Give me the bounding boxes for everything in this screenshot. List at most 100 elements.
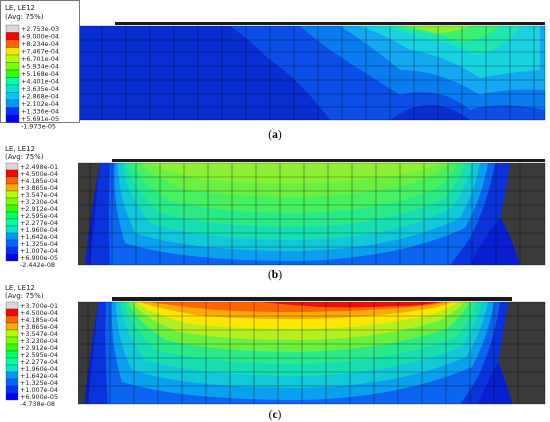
contour-plot-c [78,297,546,405]
legend-swatch [5,107,20,116]
rigid-plate-a [115,22,545,25]
legend-swatch [5,24,20,33]
legend-label: +1.960e-04 [20,226,58,234]
legend-swatch [5,39,20,48]
legend-label: +5.691e-05 [21,115,59,123]
legend-label: +1.007e-04 [20,386,58,394]
legend-label: +2.912e-04 [20,205,58,213]
legend-swatch [5,169,19,178]
mesh-grid-b [78,162,546,266]
legend-swatch [5,197,19,206]
legend-label: +3.230e-04 [20,198,58,206]
legend-label: -4.738e-08 [20,400,55,408]
legend-label: +1.325e-04 [20,379,58,387]
legend-label: +2.102e-04 [21,100,59,108]
legend-label: +2.595e-04 [20,351,58,359]
legend-a: LE, LE12 (Avg: 75%) +2.753e-03 +9.000e-0… [0,0,80,131]
legend-swatch [5,343,19,352]
legend-swatch [5,392,19,401]
legend-swatch [5,364,19,373]
legend-swatch [5,99,20,108]
legend-label: +4.500e-04 [20,309,58,317]
legend-label: +3.700e-01 [20,302,58,310]
contour-figure-b: LE, LE12 (Avg: 75%) +2.498e-01 +4.500e-0… [5,145,546,281]
legend-label: -2.442e-08 [20,261,55,269]
legend-swatch [5,204,19,213]
legend-title-c: LE, LE12 [5,284,35,292]
legend-label: +4.401e-04 [21,78,59,86]
legend-label: +4.185e-04 [20,316,58,324]
rigid-plate-b [112,159,545,162]
legend-swatch [5,357,19,366]
caption-a: (a) [268,129,282,141]
legend-swatch [5,322,19,331]
legend-swatch [5,92,20,101]
legend-label: +3.635e-04 [21,85,59,93]
legend-label: +2.498e-01 [20,163,58,171]
legend-label: +6.701e-04 [21,55,59,63]
legend-label: +3.230e-04 [20,337,58,345]
legend-swatch [5,211,19,220]
panel-a: LE, LE12 (Avg: 75%) +2.753e-03 +9.000e-0… [0,0,550,143]
legend-swatch [5,239,19,248]
legend-label: +5.168e-04 [21,70,59,78]
legend-label: +6.900e-05 [20,393,58,401]
legend-label: +1.336e-04 [21,108,59,116]
legend-label: +7.467e-04 [21,48,59,56]
legend-label: +5.934e-04 [21,63,59,71]
legend-label: +4.500e-04 [20,170,58,178]
legend-c: LE, LE12 (Avg: 75%) +3.700e-01 +4.500e-0… [5,284,58,408]
contour-figure-a: LE, LE12 (Avg: 75%) +2.753e-03 +9.000e-0… [0,0,546,141]
legend-swatches-c [5,301,19,401]
rigid-plate-c [112,297,512,301]
legend-label: +6.900e-05 [20,254,58,262]
legend-swatch [5,315,19,324]
legend-swatch [5,84,20,93]
legend-swatch [5,218,19,227]
legend-label: +1.642e-04 [20,233,58,241]
legend-label: +2.912e-04 [20,344,58,352]
legend-label: +2.595e-04 [20,212,58,220]
legend-labels-b: +2.498e-01 +4.500e-04 +4.185e-04 +3.865e… [20,163,58,269]
legend-swatch [5,54,20,63]
legend-swatch [5,371,19,380]
legend-swatch [5,246,19,255]
legend-b: LE, LE12 (Avg: 75%) +2.498e-01 +4.500e-0… [5,145,58,269]
legend-label: +3.547e-04 [20,330,58,338]
legend-swatch [5,114,20,123]
legend-label: +4.185e-04 [20,177,58,185]
legend-swatch [5,183,19,192]
legend-label: +2.277e-04 [20,358,58,366]
contour-plot-b [78,159,546,266]
legend-subtitle-b: (Avg: 75%) [5,153,44,161]
legend-label: +1.007e-04 [20,247,58,255]
legend-label: +2.277e-04 [20,219,58,227]
legend-subtitle-c: (Avg: 75%) [5,292,44,300]
legend-swatch [5,77,20,86]
contour-figure-c: LE, LE12 (Avg: 75%) +3.700e-01 +4.500e-0… [5,284,546,421]
legend-swatch [5,232,19,241]
legend-label: +1.642e-04 [20,372,58,380]
legend-swatch [5,336,19,345]
panel-c: LE, LE12 (Avg: 75%) +3.700e-01 +4.500e-0… [0,282,550,422]
legend-title-a: LE, LE12 [5,4,35,12]
legend-swatch [5,378,19,387]
legend-label: +1.325e-04 [20,240,58,248]
caption-b: (b) [268,269,282,281]
legend-label: -1.973e-05 [21,123,56,131]
legend-swatch [5,69,20,78]
legend-swatch [5,329,19,338]
legend-swatch [5,32,20,41]
legend-label: +1.960e-04 [20,365,58,373]
legend-swatch [5,308,19,317]
legend-label: +3.865e-04 [20,184,58,192]
legend-swatch [5,176,19,185]
contour-plot-a [77,22,546,121]
legend-label: +2.868e-04 [21,93,59,101]
legend-swatch [5,253,19,262]
legend-swatch [5,190,19,199]
legend-subtitle-a: (Avg: 75%) [5,13,44,21]
legend-swatch [5,47,20,56]
legend-label: +9.000e-04 [21,33,59,41]
legend-swatch [5,350,19,359]
